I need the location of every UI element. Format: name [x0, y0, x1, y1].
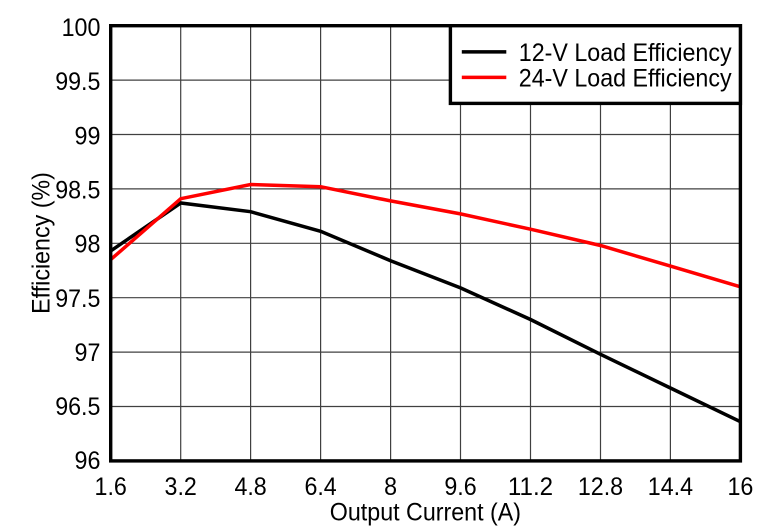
svg-text:97.5: 97.5 — [55, 285, 100, 313]
svg-text:100: 100 — [62, 14, 101, 42]
svg-text:Output Current (A): Output Current (A) — [330, 499, 521, 527]
svg-text:14.4: 14.4 — [648, 473, 693, 501]
svg-text:99: 99 — [75, 122, 101, 150]
svg-text:8: 8 — [384, 473, 397, 501]
svg-text:96.5: 96.5 — [55, 393, 100, 421]
svg-text:1.6: 1.6 — [95, 473, 127, 501]
svg-text:98: 98 — [75, 231, 101, 259]
svg-text:98.5: 98.5 — [55, 177, 100, 205]
svg-text:96: 96 — [75, 447, 101, 475]
svg-text:Efficiency (%): Efficiency (%) — [27, 172, 55, 314]
svg-text:24-V Load Efficiency: 24-V Load Efficiency — [519, 64, 732, 92]
svg-text:16: 16 — [727, 473, 753, 501]
svg-text:99.5: 99.5 — [55, 68, 100, 96]
svg-text:6.4: 6.4 — [304, 473, 336, 501]
svg-text:97: 97 — [75, 339, 101, 367]
svg-text:4.8: 4.8 — [234, 473, 266, 501]
svg-text:9.6: 9.6 — [444, 473, 476, 501]
svg-text:12-V Load Efficiency: 12-V Load Efficiency — [519, 39, 732, 67]
svg-text:3.2: 3.2 — [165, 473, 197, 501]
svg-text:11.2: 11.2 — [508, 473, 553, 501]
svg-text:12.8: 12.8 — [578, 473, 623, 501]
